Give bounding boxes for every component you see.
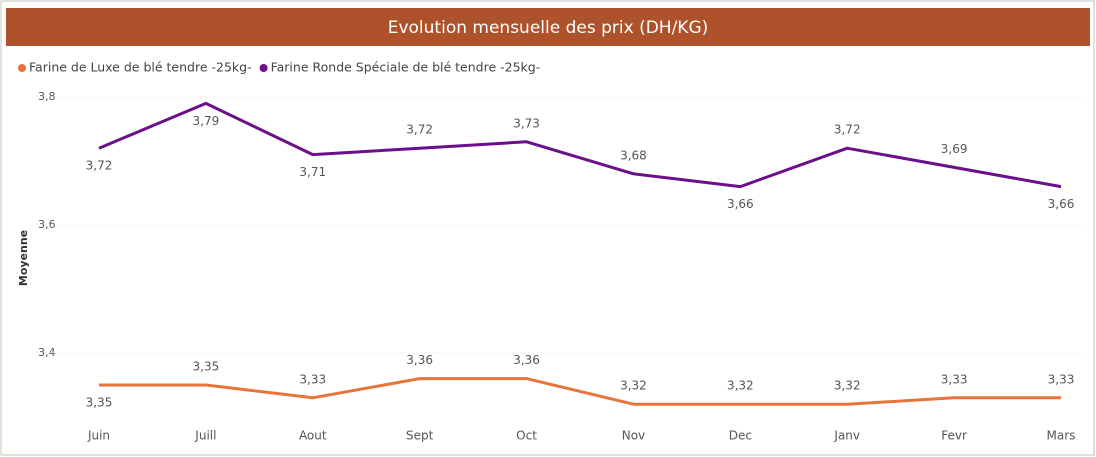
x-tick-label: Juill <box>194 429 216 443</box>
data-label: 3,32 <box>834 379 861 393</box>
data-label: 3,73 <box>513 116 540 130</box>
data-label: 3,71 <box>299 165 326 179</box>
x-tick-label: Mars <box>1047 429 1076 443</box>
chart-title: Evolution mensuelle des prix (DH/KG) <box>388 18 709 38</box>
data-label: 3,72 <box>834 123 861 137</box>
legend-label: Farine de Luxe de blé tendre -25kg- <box>29 60 252 75</box>
data-label: 3,33 <box>941 372 968 386</box>
data-label: 3,66 <box>727 197 754 211</box>
data-label: 3,79 <box>193 114 220 128</box>
x-tick-label: Aout <box>299 429 327 443</box>
x-tick-label: Nov <box>622 429 645 443</box>
data-label: 3,32 <box>727 379 754 393</box>
data-label: 3,35 <box>193 360 220 374</box>
data-label: 3,36 <box>406 353 433 367</box>
x-tick-label: Juin <box>87 429 110 443</box>
data-label: 3,69 <box>941 142 968 156</box>
series-line <box>99 377 1061 406</box>
data-label: 3,35 <box>86 396 113 410</box>
y-tick-label: 3,4 <box>38 346 56 359</box>
data-label: 3,36 <box>513 353 540 367</box>
data-label: 3,32 <box>620 379 647 393</box>
y-tick-label: 3,8 <box>38 90 56 103</box>
data-label: 3,72 <box>406 123 433 137</box>
x-tick-label: Fevr <box>941 429 967 443</box>
x-tick-label: Sept <box>406 429 434 443</box>
y-axis-title: Moyenne <box>17 230 30 286</box>
legend-marker <box>18 64 26 72</box>
legend-label: Farine Ronde Spéciale de blé tendre -25k… <box>271 60 541 75</box>
data-label: 3,68 <box>620 148 647 162</box>
data-label: 3,66 <box>1048 197 1075 211</box>
y-tick-label: 3,6 <box>38 218 56 231</box>
data-label: 3,72 <box>86 159 113 173</box>
x-tick-label: Oct <box>516 429 537 443</box>
x-tick-label: Dec <box>729 429 752 443</box>
legend-marker <box>259 64 268 72</box>
data-label: 3,33 <box>1048 372 1075 386</box>
data-label: 3,33 <box>299 372 326 386</box>
series-line <box>98 101 1062 189</box>
x-tick-label: Janv <box>833 429 860 443</box>
title-bar <box>6 8 1090 46</box>
